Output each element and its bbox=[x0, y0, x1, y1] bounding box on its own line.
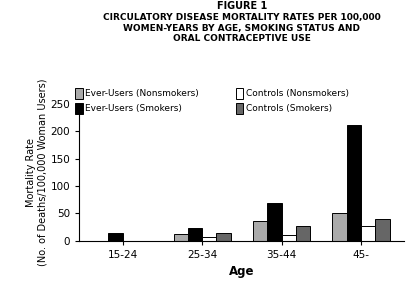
Bar bbox=[108, 233, 123, 241]
Bar bbox=[296, 226, 310, 241]
Bar bbox=[188, 228, 202, 241]
Bar bbox=[281, 235, 296, 241]
Bar bbox=[375, 219, 390, 241]
Text: Controls (Smokers): Controls (Smokers) bbox=[246, 104, 332, 113]
Text: FIGURE 1: FIGURE 1 bbox=[217, 1, 267, 12]
Y-axis label: Mortality Rate
(No. of Deaths/100,000 Woman Users): Mortality Rate (No. of Deaths/100,000 Wo… bbox=[26, 78, 48, 266]
Bar bbox=[253, 222, 267, 241]
Text: Ever-Users (Nonsmokers): Ever-Users (Nonsmokers) bbox=[85, 89, 199, 98]
Bar bbox=[361, 226, 375, 241]
Bar bbox=[267, 203, 281, 241]
Text: Controls (Nonsmokers): Controls (Nonsmokers) bbox=[246, 89, 349, 98]
Bar bbox=[173, 234, 188, 241]
Text: Ever-Users (Smokers): Ever-Users (Smokers) bbox=[85, 104, 182, 113]
Bar bbox=[347, 125, 361, 241]
Bar bbox=[332, 213, 347, 241]
Bar bbox=[202, 237, 216, 241]
Bar bbox=[216, 233, 231, 241]
Text: CIRCULATORY DISEASE MORTALITY RATES PER 100,000
WOMEN-YEARS BY AGE, SMOKING STAT: CIRCULATORY DISEASE MORTALITY RATES PER … bbox=[103, 13, 381, 43]
X-axis label: Age: Age bbox=[229, 265, 255, 278]
